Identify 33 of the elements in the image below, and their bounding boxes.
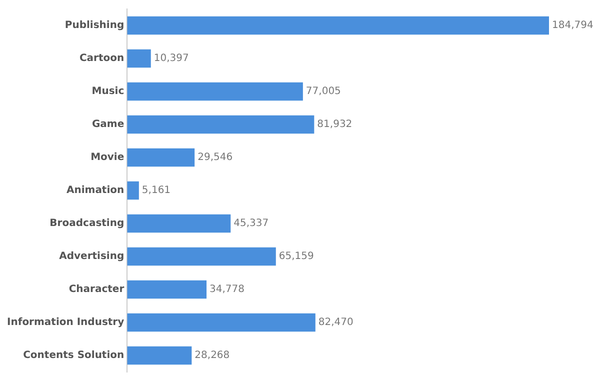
data-label: 65,159 [278,251,314,262]
data-label: 34,778 [210,284,245,296]
y-tick-label: Cartoon [79,53,124,64]
bar [127,346,192,365]
y-tick-label: Advertising [59,251,124,262]
data-label: 81,932 [317,119,352,130]
bar [127,16,549,35]
y-tick-label: Animation [66,185,124,196]
bar [127,49,151,68]
bar [127,181,139,200]
bar [127,313,316,332]
bar [127,214,231,233]
bar [127,82,303,101]
y-tick-label: Contents Solution [23,350,124,362]
bar [127,115,314,134]
bar [127,247,276,266]
data-label: 82,470 [318,317,354,328]
y-tick-label: Broadcasting [50,218,124,230]
y-tick-label: Character [68,284,124,296]
data-label: 45,337 [234,218,269,230]
data-label: 77,005 [306,86,341,98]
y-tick-label: Movie [90,152,124,164]
data-label: 29,546 [198,152,233,164]
data-label: 10,397 [154,53,189,64]
data-label: 28,268 [194,350,230,362]
y-tick-label: Music [92,86,124,98]
y-tick-label: Publishing [64,20,124,32]
bar [127,148,195,167]
y-tick-label: Game [92,119,124,130]
y-tick-label: Information Industry [7,317,125,328]
data-label: 184,794 [552,20,594,32]
bar [127,280,207,299]
data-label: 5,161 [142,185,171,196]
